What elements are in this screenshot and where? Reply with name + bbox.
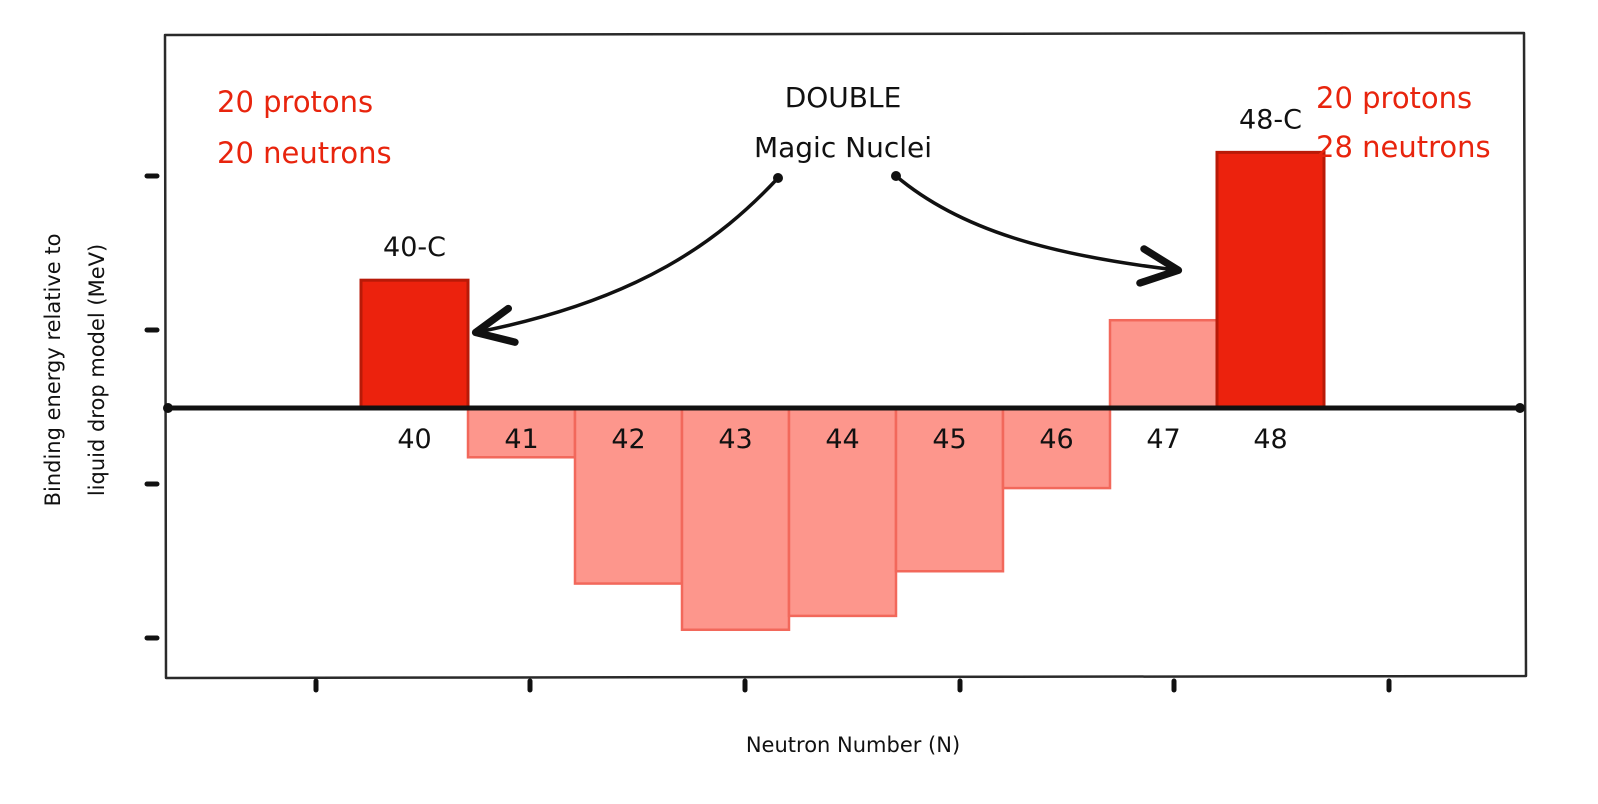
isotope-label-48: 48-C bbox=[1239, 104, 1302, 135]
annotation-title-line-2: Magic Nuclei bbox=[754, 131, 932, 164]
bars bbox=[359, 150, 1326, 632]
baseline-right-dot bbox=[1515, 403, 1525, 413]
x-axis-ticks bbox=[313, 678, 1392, 693]
category-label-42: 42 bbox=[611, 424, 645, 455]
isotope-labels: 40-C 48-C bbox=[383, 104, 1302, 263]
x-axis-label: Neutron Number (N) bbox=[746, 733, 960, 757]
y-axis-label: Binding energy relative to liquid drop m… bbox=[41, 234, 109, 507]
annotation-title-line-1: DOUBLE bbox=[785, 81, 902, 114]
arrow-to-48-tail bbox=[891, 171, 901, 181]
category-label-43: 43 bbox=[718, 424, 752, 455]
bar-n-42 bbox=[573, 406, 684, 585]
left-note-line-1: 20 protons bbox=[217, 85, 373, 119]
plot-frame bbox=[163, 31, 1528, 680]
category-label-45: 45 bbox=[932, 424, 966, 455]
category-labels: 40 41 42 43 44 45 46 47 48 bbox=[397, 424, 1287, 455]
y-axis-label-line-1: Binding energy relative to bbox=[41, 234, 65, 507]
category-label-46: 46 bbox=[1039, 424, 1073, 455]
category-label-44: 44 bbox=[825, 424, 859, 455]
y-axis-label-line-2: liquid drop model (MeV) bbox=[85, 244, 109, 496]
bar-n-40 bbox=[359, 278, 470, 410]
right-note-line-2: 28 neutrons bbox=[1316, 130, 1491, 164]
category-label-47: 47 bbox=[1146, 424, 1180, 455]
arrow-to-48 bbox=[894, 174, 1183, 287]
category-label-41: 41 bbox=[504, 424, 538, 455]
bar-n-47 bbox=[1108, 318, 1219, 410]
bar-n-45 bbox=[894, 406, 1005, 573]
arrow-to-40 bbox=[471, 176, 780, 346]
bar-n-46 bbox=[1001, 406, 1112, 490]
arrow-to-40-tail bbox=[773, 173, 783, 183]
right-note-line-1: 20 protons bbox=[1316, 81, 1472, 115]
isotope-label-40: 40-C bbox=[383, 232, 446, 263]
category-label-40: 40 bbox=[397, 424, 431, 455]
baseline-left-dot bbox=[163, 403, 173, 413]
bar-n-48 bbox=[1215, 150, 1326, 410]
category-label-48: 48 bbox=[1253, 424, 1287, 455]
y-axis-ticks bbox=[144, 173, 160, 641]
left-note-line-2: 20 neutrons bbox=[217, 136, 392, 170]
